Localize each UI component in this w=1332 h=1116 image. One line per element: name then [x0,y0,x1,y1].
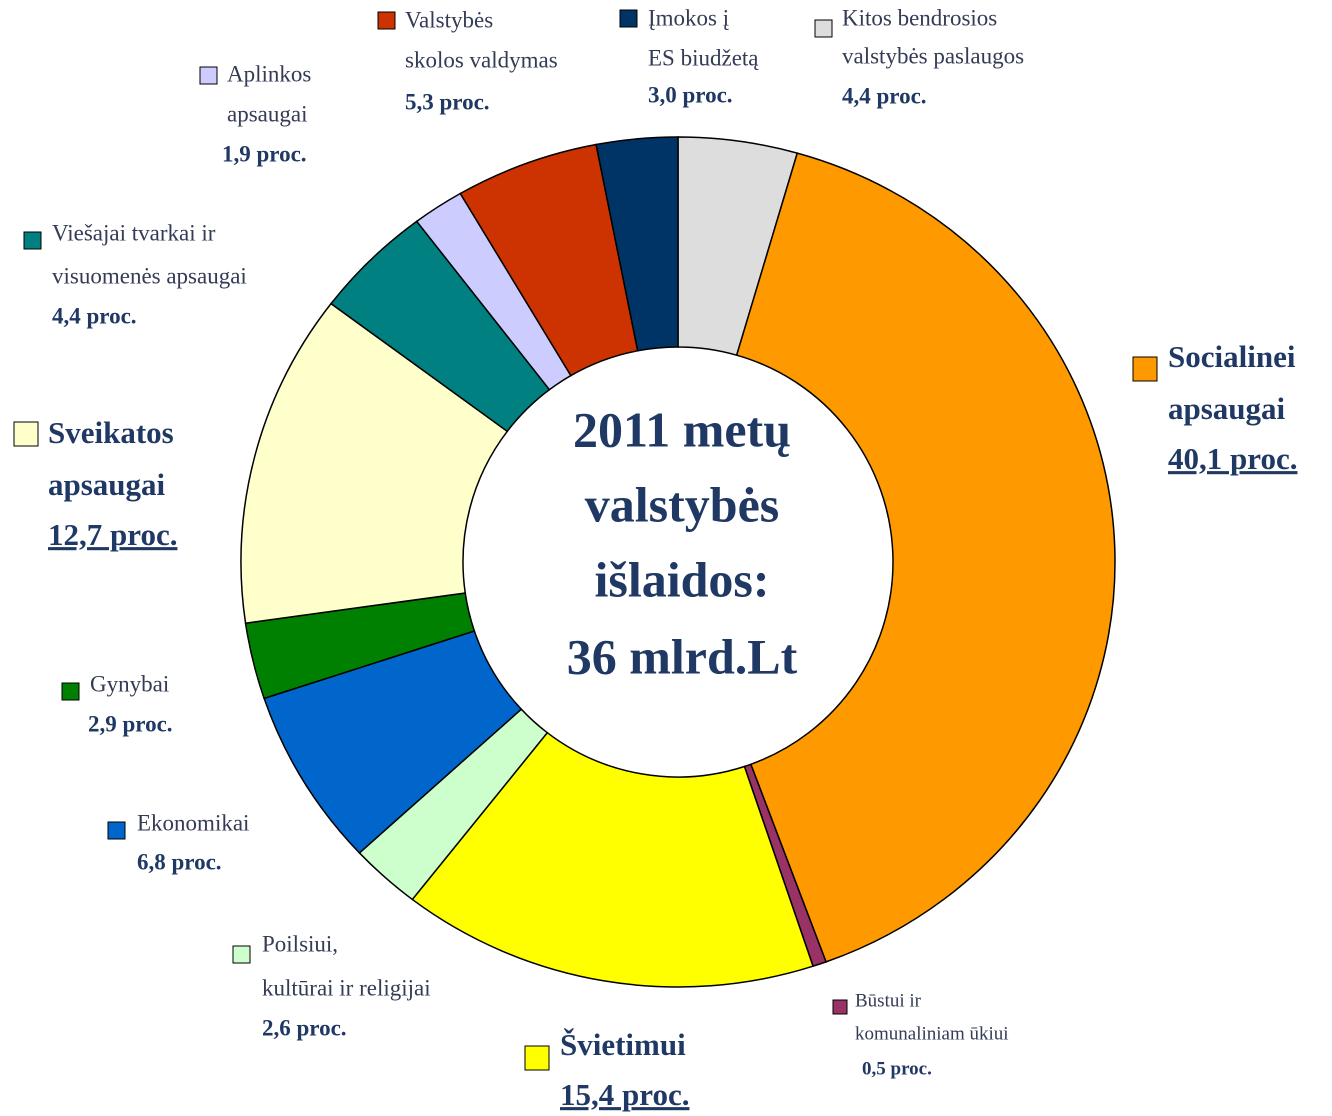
category-label: Sveikatos [48,415,174,450]
value-label: 3,0 proc. [648,82,733,107]
legend-swatch [832,999,848,1015]
value-label: 4,4 proc. [842,83,927,108]
center-title: 2011 metų [573,401,791,457]
category-label: Aplinkos [227,61,311,86]
legend-swatch [199,66,218,85]
center-title: valstybės [585,476,779,532]
legend-swatch [814,19,833,38]
value-label: 2,9 proc. [88,711,173,736]
category-label: Švietimui [560,1027,686,1062]
center-title: išlaidos: [594,551,769,607]
value-label: 12,7 proc. [48,517,177,552]
category-label: Valstybės [405,7,493,32]
donut-segment [595,136,679,352]
legend-swatch [61,682,80,701]
donut-segment [735,152,1116,963]
category-label: komunaliniam ūkiui [855,1023,1009,1044]
category-label: Viešajai tvarkai ir [52,220,216,245]
legend-swatch [619,9,638,28]
category-label: skolos valdymas [405,47,558,72]
value-label: 5,3 proc. [405,89,490,114]
legend-swatch [107,821,126,840]
category-label: Ekonomikai [137,810,249,835]
category-label: visuomenės apsaugai [52,263,247,288]
category-label: valstybės paslaugos [842,43,1024,68]
value-label: 4,4 proc. [52,303,137,328]
category-label: ES biudžetą [648,45,759,70]
category-label: Įmokos į [648,5,729,30]
legend-swatch [524,1045,550,1071]
category-label: Poilsiui, [262,931,338,956]
category-label: apsaugai [48,467,166,502]
value-label: 0,5 proc. [862,1058,932,1079]
value-label: 40,1 proc. [1168,441,1297,476]
category-label: apsaugai [1168,391,1286,426]
legend-swatch [232,945,251,964]
value-label: 1,9 proc. [222,141,307,166]
category-label: Gynybai [90,671,169,696]
category-label: Kitos bendrosios [842,5,997,30]
donut-segment [411,731,814,988]
center-title: 36 mlrd.Lt [567,628,798,684]
category-label: Būstui ir [855,990,922,1011]
category-label: kultūrai ir religijai [262,975,431,1000]
value-label: 2,6 proc. [262,1015,347,1040]
category-label: apsaugai [227,101,307,126]
legend-swatch [377,11,396,30]
value-label: 15,4 proc. [560,1077,689,1112]
category-label: Socialinei [1168,339,1296,374]
legend-swatch [1132,356,1158,382]
legend-swatch [23,231,42,250]
legend-swatch [13,421,39,447]
value-label: 6,8 proc. [137,849,222,874]
